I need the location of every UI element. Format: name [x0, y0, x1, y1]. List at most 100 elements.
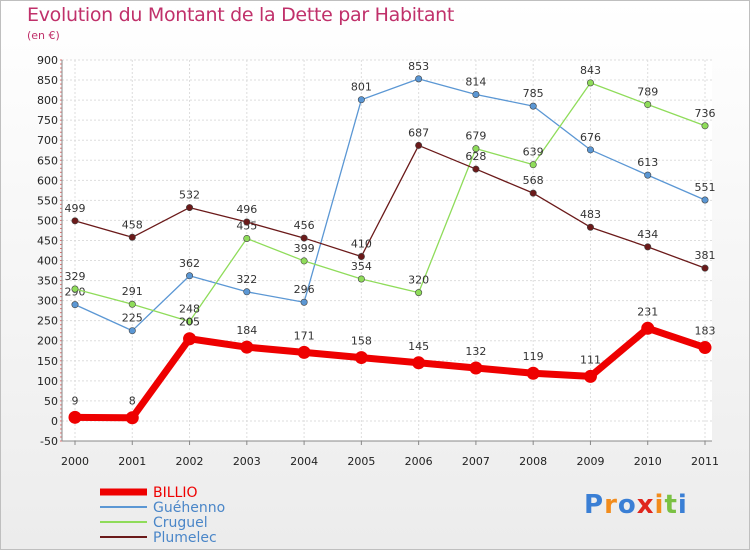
plot-area: [62, 60, 712, 441]
data-point-billio: [412, 356, 426, 370]
data-point-plumelec: [300, 234, 308, 242]
data-point-guhenno: [300, 298, 308, 306]
data-label-billio: 231: [637, 305, 658, 318]
y-tick-label: 650: [37, 154, 58, 167]
y-tick-label: 850: [37, 74, 58, 87]
data-point-plumelec: [71, 217, 79, 225]
data-point-guhenno: [128, 327, 136, 335]
data-point-cruguel: [300, 257, 308, 265]
y-tick-label: 900: [37, 54, 58, 67]
data-point-plumelec: [415, 141, 423, 149]
data-label-billio: 171: [294, 329, 315, 342]
legend-label: Guéhenno: [153, 500, 225, 516]
data-label-billio: 205: [179, 316, 200, 329]
series-line-cruguel: [74, 82, 706, 323]
y-tick-label: 750: [37, 114, 58, 127]
data-label-plumelec: 483: [580, 208, 601, 221]
data-label-plumelec: 628: [465, 150, 486, 163]
chart-unit: (en €): [27, 29, 60, 42]
data-label-plumelec: 499: [65, 202, 86, 215]
data-point-billio: [698, 341, 712, 355]
data-label-guhenno: 322: [236, 273, 257, 286]
legend-label: Cruguel: [153, 515, 208, 531]
data-point-plumelec: [128, 233, 136, 241]
x-tick-label: 2003: [233, 455, 261, 468]
x-tick-label: 2005: [347, 455, 375, 468]
y-tick-label: 150: [37, 355, 58, 368]
y-tick-label: 0: [51, 415, 58, 428]
data-point-guhenno: [472, 90, 480, 98]
data-point-cruguel: [644, 101, 652, 109]
data-point-billio: [526, 366, 540, 380]
data-label-cruguel: 354: [351, 260, 372, 273]
data-point-guhenno: [701, 196, 709, 204]
data-point-guhenno: [71, 301, 79, 309]
data-point-cruguel: [357, 275, 365, 283]
data-label-plumelec: 410: [351, 238, 372, 251]
x-tick-label: 2011: [691, 455, 719, 468]
data-label-cruguel: 736: [695, 107, 716, 120]
data-point-guhenno: [415, 75, 423, 83]
data-point-billio: [641, 321, 655, 335]
data-point-billio: [125, 411, 139, 425]
y-tick-label: 500: [37, 214, 58, 227]
data-label-guhenno: 814: [465, 75, 486, 88]
data-point-guhenno: [586, 146, 594, 154]
proxiti-logo: Proxiti: [584, 490, 688, 520]
y-tick-label: -50: [40, 435, 58, 448]
data-point-cruguel: [128, 300, 136, 308]
data-point-billio: [297, 345, 311, 359]
data-label-guhenno: 551: [695, 181, 716, 194]
data-point-cruguel: [415, 289, 423, 297]
data-point-plumelec: [701, 264, 709, 272]
data-point-plumelec: [586, 223, 594, 231]
x-tick-label: 2000: [61, 455, 89, 468]
legend-label: BILLIO: [153, 485, 197, 501]
data-point-billio: [469, 361, 483, 375]
data-point-billio: [68, 410, 82, 424]
series-line-plumelec: [74, 144, 706, 269]
data-point-cruguel: [529, 161, 537, 169]
x-tick-label: 2007: [462, 455, 490, 468]
x-tick-label: 2008: [519, 455, 547, 468]
data-label-billio: 183: [695, 325, 716, 338]
y-tick-label: 200: [37, 335, 58, 348]
x-tick-label: 2009: [576, 455, 604, 468]
data-point-plumelec: [243, 218, 251, 226]
data-point-guhenno: [243, 288, 251, 296]
x-tick-label: 2010: [634, 455, 662, 468]
y-tick-label: 550: [37, 194, 58, 207]
data-point-billio: [583, 369, 597, 383]
data-label-plumelec: 458: [122, 218, 143, 231]
legend-label: Plumelec: [153, 530, 217, 546]
data-point-guhenno: [529, 102, 537, 110]
data-label-billio: 111: [580, 353, 601, 366]
data-label-billio: 158: [351, 335, 372, 348]
data-label-guhenno: 225: [122, 312, 143, 325]
data-point-billio: [183, 332, 197, 346]
data-label-cruguel: 291: [122, 285, 143, 298]
series-line-guhenno: [74, 78, 706, 332]
data-label-cruguel: 248: [179, 302, 200, 315]
data-label-cruguel: 455: [236, 219, 257, 232]
data-label-plumelec: 496: [236, 203, 257, 216]
data-label-billio: 184: [236, 324, 257, 337]
data-label-billio: 145: [408, 340, 429, 353]
y-tick-label: 50: [44, 395, 58, 408]
data-label-cruguel: 329: [65, 270, 86, 283]
data-point-plumelec: [186, 204, 194, 212]
data-label-guhenno: 613: [637, 156, 658, 169]
x-tick-label: 2001: [118, 455, 146, 468]
y-tick-label: 600: [37, 174, 58, 187]
data-label-billio: 8: [129, 395, 136, 408]
data-point-cruguel: [186, 317, 194, 325]
data-point-cruguel: [71, 285, 79, 293]
data-label-guhenno: 785: [523, 87, 544, 100]
data-point-plumelec: [472, 165, 480, 173]
data-point-cruguel: [701, 122, 709, 130]
y-tick-label: 800: [37, 94, 58, 107]
data-label-plumelec: 532: [179, 189, 200, 202]
data-label-billio: 119: [523, 350, 544, 363]
data-label-plumelec: 381: [695, 249, 716, 262]
